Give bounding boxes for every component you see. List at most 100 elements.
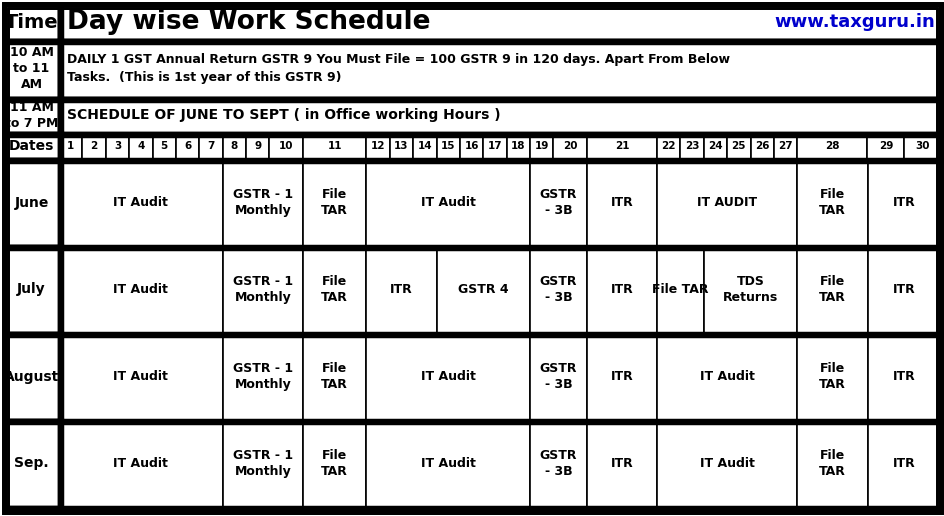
Bar bbox=[413, 133, 436, 159]
Bar bbox=[703, 246, 797, 333]
Bar bbox=[586, 159, 656, 246]
Text: 15: 15 bbox=[441, 141, 455, 151]
Bar bbox=[59, 4, 940, 40]
Text: 23: 23 bbox=[684, 141, 699, 151]
Bar bbox=[530, 246, 586, 333]
Bar bbox=[59, 159, 223, 246]
Bar bbox=[366, 246, 436, 333]
Bar bbox=[366, 133, 389, 159]
Text: IT Audit: IT Audit bbox=[420, 196, 475, 209]
Bar bbox=[436, 133, 460, 159]
Bar bbox=[152, 133, 176, 159]
Text: GSTR - 1
Monthly: GSTR - 1 Monthly bbox=[232, 275, 293, 304]
Bar bbox=[4, 40, 59, 98]
Bar bbox=[4, 159, 59, 246]
Text: 30: 30 bbox=[915, 141, 929, 151]
Bar bbox=[106, 133, 129, 159]
Bar bbox=[530, 159, 586, 246]
Bar bbox=[460, 133, 482, 159]
Text: IT Audit: IT Audit bbox=[113, 196, 168, 209]
Text: GSTR
- 3B: GSTR - 3B bbox=[539, 449, 577, 478]
Bar bbox=[303, 246, 366, 333]
Text: Time: Time bbox=[5, 12, 59, 31]
Text: IT Audit: IT Audit bbox=[420, 370, 475, 383]
Bar bbox=[269, 133, 303, 159]
Bar bbox=[797, 246, 867, 333]
Bar bbox=[223, 420, 303, 507]
Text: File
TAR: File TAR bbox=[818, 449, 845, 478]
Text: ITR: ITR bbox=[892, 196, 915, 209]
Text: 8: 8 bbox=[230, 141, 238, 151]
Bar bbox=[303, 133, 366, 159]
Text: 2: 2 bbox=[91, 141, 97, 151]
Text: 4: 4 bbox=[137, 141, 144, 151]
Text: 10: 10 bbox=[278, 141, 294, 151]
Bar bbox=[586, 420, 656, 507]
Text: 19: 19 bbox=[534, 141, 548, 151]
Bar bbox=[199, 133, 223, 159]
Text: 7: 7 bbox=[207, 141, 214, 151]
Bar bbox=[656, 133, 680, 159]
Text: 13: 13 bbox=[394, 141, 408, 151]
Text: GSTR - 1
Monthly: GSTR - 1 Monthly bbox=[232, 449, 293, 478]
Bar bbox=[867, 333, 940, 420]
Text: 11: 11 bbox=[327, 141, 342, 151]
Bar bbox=[223, 133, 245, 159]
Bar bbox=[436, 246, 530, 333]
Text: ITR: ITR bbox=[892, 370, 915, 383]
Text: 14: 14 bbox=[417, 141, 431, 151]
Text: 25: 25 bbox=[731, 141, 746, 151]
Text: www.taxguru.in: www.taxguru.in bbox=[773, 13, 934, 31]
Bar bbox=[586, 133, 656, 159]
Text: 6: 6 bbox=[184, 141, 191, 151]
Text: 11 AM
to 7 PM: 11 AM to 7 PM bbox=[5, 101, 59, 130]
Text: 28: 28 bbox=[824, 141, 839, 151]
Text: GSTR - 1
Monthly: GSTR - 1 Monthly bbox=[232, 188, 293, 217]
Text: 29: 29 bbox=[878, 141, 892, 151]
Text: GSTR
- 3B: GSTR - 3B bbox=[539, 362, 577, 391]
Bar bbox=[303, 333, 366, 420]
Text: ITR: ITR bbox=[610, 370, 632, 383]
Bar bbox=[482, 133, 506, 159]
Text: File
TAR: File TAR bbox=[818, 275, 845, 304]
Text: June: June bbox=[14, 196, 49, 209]
Bar bbox=[4, 4, 59, 40]
Text: July: July bbox=[17, 282, 45, 297]
Text: 26: 26 bbox=[754, 141, 768, 151]
Bar bbox=[303, 159, 366, 246]
Bar bbox=[703, 133, 727, 159]
Text: File
TAR: File TAR bbox=[321, 362, 347, 391]
Bar bbox=[223, 246, 303, 333]
Bar bbox=[797, 159, 867, 246]
Text: IT AUDIT: IT AUDIT bbox=[697, 196, 756, 209]
Bar bbox=[59, 98, 940, 133]
Text: 5: 5 bbox=[160, 141, 168, 151]
Text: File
TAR: File TAR bbox=[818, 362, 845, 391]
Bar bbox=[245, 133, 269, 159]
Bar bbox=[680, 133, 703, 159]
Bar bbox=[867, 159, 940, 246]
Bar bbox=[389, 133, 413, 159]
Bar bbox=[586, 246, 656, 333]
Bar bbox=[656, 246, 703, 333]
Text: IT Audit: IT Audit bbox=[420, 457, 475, 470]
Text: 24: 24 bbox=[707, 141, 722, 151]
Text: File
TAR: File TAR bbox=[321, 188, 347, 217]
Bar bbox=[59, 133, 82, 159]
Bar bbox=[797, 133, 867, 159]
Bar bbox=[303, 420, 366, 507]
Text: DAILY 1 GST Annual Return GSTR 9 You Must File = 100 GSTR 9 in 120 days. Apart F: DAILY 1 GST Annual Return GSTR 9 You Mus… bbox=[67, 54, 729, 85]
Text: GSTR 4: GSTR 4 bbox=[458, 283, 508, 296]
Text: ITR: ITR bbox=[892, 457, 915, 470]
Bar bbox=[59, 420, 223, 507]
Text: 9: 9 bbox=[254, 141, 261, 151]
Bar bbox=[59, 333, 223, 420]
Text: IT Audit: IT Audit bbox=[113, 457, 168, 470]
Bar bbox=[4, 333, 59, 420]
Text: ITR: ITR bbox=[610, 283, 632, 296]
Text: 18: 18 bbox=[511, 141, 525, 151]
Bar bbox=[797, 333, 867, 420]
Bar bbox=[867, 420, 940, 507]
Bar bbox=[59, 40, 940, 98]
Bar bbox=[530, 333, 586, 420]
